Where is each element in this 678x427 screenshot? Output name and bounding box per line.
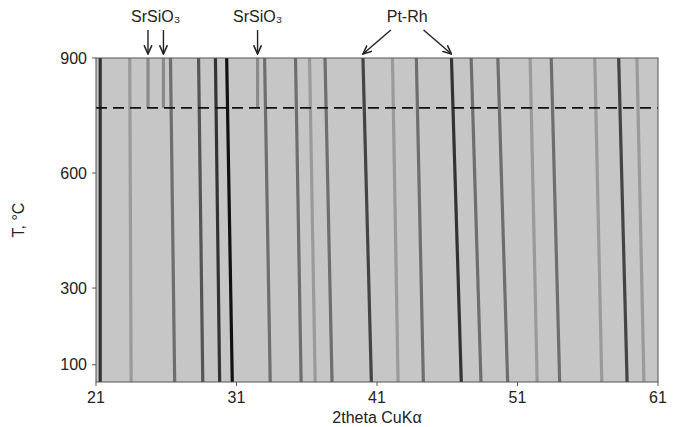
y-tick-label: 100 xyxy=(60,356,87,373)
diffraction-line xyxy=(325,58,332,382)
diffraction-line xyxy=(551,58,559,382)
annotation-arrow xyxy=(363,30,391,54)
plot-frame xyxy=(96,58,658,382)
x-tick-label: 51 xyxy=(509,389,527,406)
diffraction-line xyxy=(637,58,644,382)
x-tick xyxy=(658,382,659,386)
x-tick-label: 31 xyxy=(228,389,246,406)
diffraction-line xyxy=(416,58,423,382)
diffraction-line xyxy=(363,58,371,382)
diffraction-line xyxy=(530,58,537,382)
y-tick xyxy=(92,364,96,365)
diffraction-line xyxy=(498,58,508,382)
diffraction-line xyxy=(199,58,203,382)
y-tick-label: 600 xyxy=(60,165,87,182)
x-tick-label: 21 xyxy=(87,389,105,406)
diffraction-line xyxy=(215,58,219,382)
y-tick-label: 300 xyxy=(60,280,87,297)
annotation-label: SrSiO₃ xyxy=(131,8,180,25)
diffraction-line xyxy=(170,58,174,382)
annotation-label: SrSiO₃ xyxy=(233,8,282,25)
y-tick xyxy=(92,288,96,289)
diffraction-line xyxy=(227,58,233,382)
y-axis-title: T, °C xyxy=(10,203,27,238)
annotation-arrow xyxy=(147,30,148,54)
x-tick xyxy=(377,382,378,386)
diffraction-line xyxy=(130,58,131,382)
annotation-arrow xyxy=(257,30,258,54)
y-tick xyxy=(92,58,96,59)
diffraction-line xyxy=(256,58,259,108)
annotation-arrow xyxy=(424,30,452,54)
diffraction-line xyxy=(265,58,271,382)
x-tick-label: 61 xyxy=(649,389,667,406)
x-tick xyxy=(236,382,237,386)
plot-background xyxy=(96,58,658,382)
y-tick-label: 900 xyxy=(60,50,87,67)
diffraction-line xyxy=(162,58,165,108)
diffraction-line xyxy=(310,58,316,382)
diffraction-line xyxy=(595,58,602,382)
y-tick xyxy=(92,173,96,174)
diffraction-line xyxy=(392,58,398,382)
x-tick xyxy=(96,382,97,386)
diffraction-line xyxy=(296,58,302,382)
diffraction-line xyxy=(146,58,149,108)
reference-line xyxy=(96,107,658,109)
x-axis-title: 2theta CuKα xyxy=(332,409,421,426)
diffraction-line xyxy=(99,58,102,382)
annotation-label: Pt-Rh xyxy=(387,8,428,25)
diffraction-line xyxy=(451,58,461,382)
annotation-arrow xyxy=(163,30,164,54)
diffraction-line xyxy=(471,58,481,382)
x-tick-label: 41 xyxy=(368,389,386,406)
chart: 21 31 41 51 61 100 300 600 900 2theta CuKα T, °C Sr… xyxy=(0,0,678,427)
x-tick xyxy=(517,382,518,386)
plot-area xyxy=(96,58,658,382)
diffraction-line xyxy=(619,58,627,382)
page: {"chart_data": { "type": "line", "x_labe… xyxy=(0,0,678,427)
